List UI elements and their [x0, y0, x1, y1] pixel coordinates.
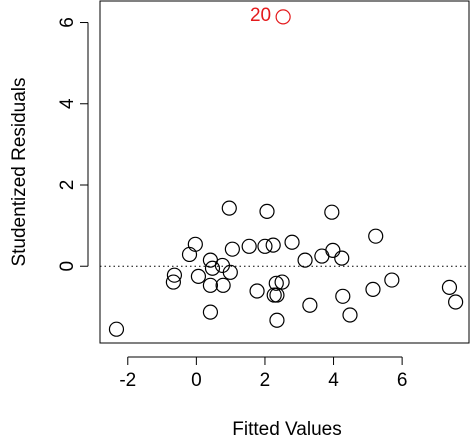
- point: [274, 274, 290, 290]
- point: [269, 312, 285, 328]
- point: [368, 228, 384, 244]
- point: [215, 277, 231, 293]
- point: [108, 321, 125, 337]
- point: [325, 242, 341, 258]
- point: [222, 264, 238, 280]
- x-tick-label: 6: [397, 370, 408, 391]
- point: [265, 237, 281, 253]
- point: [202, 304, 219, 320]
- point: [365, 281, 381, 297]
- x-tick-label: 4: [328, 370, 339, 391]
- x-tick-label: 2: [260, 370, 271, 391]
- point: [257, 238, 273, 254]
- point: [187, 236, 203, 252]
- point: [269, 287, 285, 303]
- point: [284, 234, 300, 250]
- point: [342, 307, 358, 323]
- point: [181, 246, 198, 263]
- point: [441, 279, 458, 295]
- x-tick-label: 0: [191, 370, 202, 391]
- point: [448, 294, 464, 310]
- point: [314, 248, 330, 264]
- point: [204, 260, 221, 276]
- point: [190, 268, 207, 284]
- point: [302, 297, 318, 313]
- y-tick-label: 0: [57, 261, 78, 272]
- point: [166, 267, 183, 283]
- point: [268, 275, 284, 291]
- point: [249, 283, 265, 299]
- point: [224, 241, 240, 257]
- x-axis-title: Fitted Values: [232, 419, 341, 440]
- y-tick-label: 2: [57, 180, 78, 191]
- y-axis-title: Studentized Residuals: [9, 77, 30, 266]
- point: [334, 250, 350, 266]
- y-tick-label: 6: [57, 17, 78, 28]
- y-tick-label: 4: [57, 98, 78, 109]
- point: [259, 203, 275, 219]
- outlier-point: [275, 9, 291, 25]
- point: [221, 200, 237, 216]
- point: [241, 238, 257, 254]
- point: [335, 288, 351, 304]
- point: [202, 277, 219, 293]
- plot-box: [99, 0, 470, 344]
- point: [165, 274, 181, 290]
- x-tick-label: -2: [119, 370, 136, 391]
- point: [384, 272, 400, 288]
- point: [324, 204, 340, 220]
- outlier-label: 20: [250, 5, 271, 26]
- point: [297, 252, 313, 268]
